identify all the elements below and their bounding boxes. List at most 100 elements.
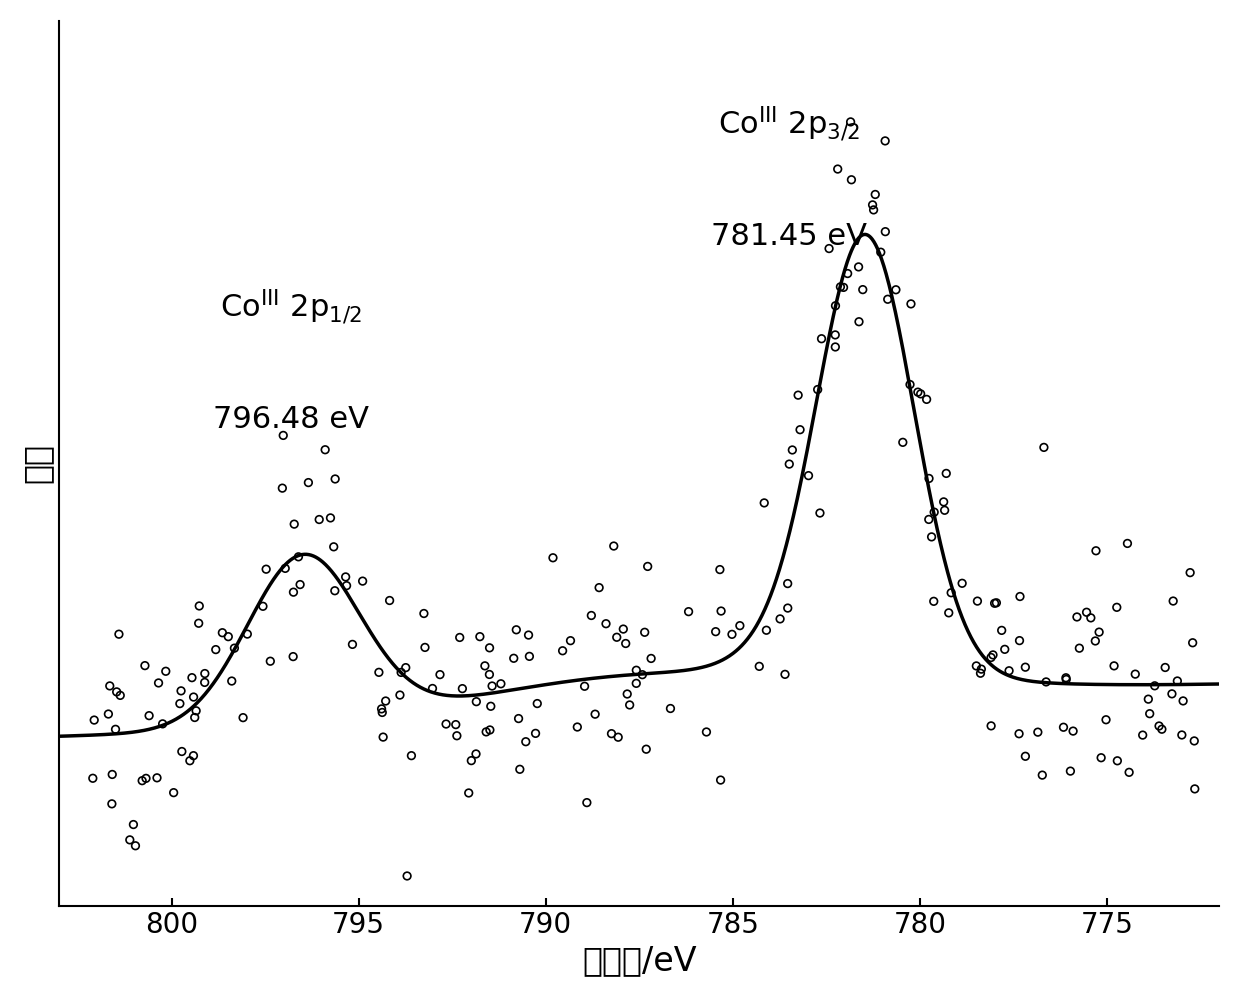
Point [309,512,329,528]
Point [342,637,362,653]
Point [1149,718,1169,734]
Point [153,716,172,732]
Point [171,683,191,699]
Point [553,643,573,659]
Point [120,832,140,848]
Point [777,576,797,592]
Point [125,837,145,853]
Point [372,705,392,721]
Point [325,583,345,599]
Point [985,595,1004,611]
Point [1037,674,1056,690]
Point [626,663,646,679]
Point [184,748,203,763]
Point [626,676,646,692]
Point [482,678,502,694]
Point [461,752,481,768]
Point [635,625,655,641]
Point [1068,609,1087,625]
Point [1173,693,1193,709]
Point [520,649,539,665]
Point [838,265,858,281]
Point [149,675,169,691]
Point [476,724,496,740]
Point [470,629,490,645]
Point [893,434,913,450]
Text: Co$^{\mathrm{III}}$ 2p$_{3/2}$: Co$^{\mathrm{III}}$ 2p$_{3/2}$ [718,105,861,143]
Point [596,616,616,632]
Point [1089,624,1109,640]
Point [543,550,563,566]
Point [711,772,730,788]
Point [620,697,640,713]
Point [184,689,203,705]
Point [706,624,725,640]
Point [919,511,939,527]
Point [290,577,310,593]
Point [396,660,415,676]
Point [315,442,335,458]
Point [324,539,343,555]
Point [1060,763,1080,779]
Point [100,678,120,694]
Point [848,258,868,274]
Point [901,296,921,312]
Point [164,784,184,800]
Point [641,651,661,667]
Point [257,561,277,577]
Point [397,868,417,884]
Point [1140,706,1159,722]
Point [423,681,443,697]
Point [105,722,125,738]
Point [636,742,656,757]
Point [253,599,273,615]
Point [782,442,802,458]
Point [446,717,466,733]
Point [632,667,652,683]
Point [84,713,104,729]
Point [971,661,991,677]
Point [1056,670,1076,686]
Point [1104,658,1123,674]
Text: 781.45 eV: 781.45 eV [711,223,867,251]
Point [212,625,232,641]
Point [875,133,895,149]
Point [863,197,883,213]
Point [1120,764,1140,780]
Point [402,748,422,763]
Point [770,611,790,627]
Point [459,785,479,801]
Point [466,746,486,761]
Point [289,549,309,565]
Point [475,658,495,674]
Point [606,630,626,646]
Point [941,585,961,601]
Point [853,281,873,297]
Point [799,468,818,484]
Point [812,330,832,346]
Point [1056,672,1076,688]
Point [182,670,202,686]
Point [466,694,486,710]
Point [370,665,389,681]
Point [878,291,898,307]
Point [391,665,410,681]
Point [110,688,130,704]
Point [1180,565,1200,581]
Point [188,616,208,632]
Point [924,594,944,610]
Point [195,675,215,691]
Point [1081,610,1101,626]
Point [999,663,1019,679]
Point [480,667,500,683]
Point [616,636,636,652]
Point [1069,640,1089,656]
Point [491,676,511,692]
Point [83,770,103,786]
Point [446,728,466,744]
Point [1011,589,1030,605]
Point [480,640,500,656]
Point [841,114,861,130]
Point [828,161,848,177]
Point [170,696,190,712]
